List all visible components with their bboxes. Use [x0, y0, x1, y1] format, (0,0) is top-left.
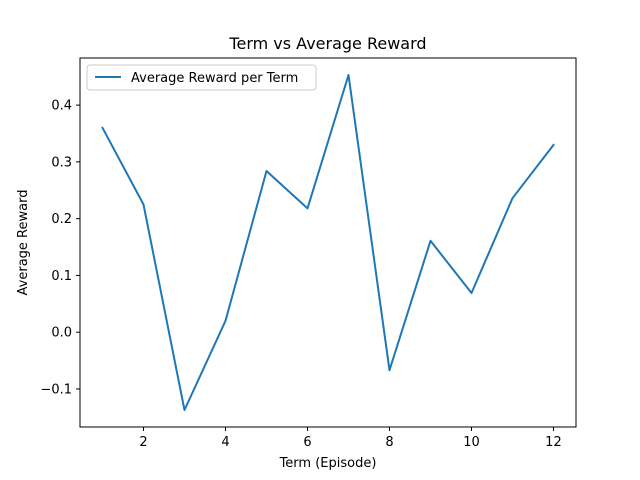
y-tick-label: 0.3	[51, 155, 72, 170]
legend: Average Reward per Term	[86, 64, 317, 91]
y-axis-ticks: −0.1 0.0 0.1 0.2 0.3 0.4	[40, 99, 80, 397]
axes-frame	[79, 57, 577, 428]
x-tick-label: 4	[221, 435, 229, 450]
legend-box	[86, 64, 317, 91]
plot-area	[101, 74, 555, 411]
y-axis-label: Average Reward	[16, 190, 31, 296]
y-tick-label: 0.0	[51, 326, 72, 341]
x-axis-label: Term (Episode)	[279, 456, 377, 471]
y-tick-label: 0.2	[51, 212, 72, 227]
x-tick-label: 10	[463, 435, 480, 450]
y-tick-label: −0.1	[40, 382, 72, 397]
chart-title: Term vs Average Reward	[228, 34, 426, 53]
x-axis-ticks: 2 4 6 8 10 12	[139, 427, 562, 450]
x-tick-label: 6	[303, 435, 311, 450]
legend-label: Average Reward per Term	[131, 71, 298, 86]
x-tick-label: 8	[385, 435, 393, 450]
x-tick-label: 12	[545, 435, 562, 450]
x-tick-label: 2	[139, 435, 147, 450]
y-tick-label: 0.1	[51, 269, 72, 284]
y-tick-label: 0.4	[51, 99, 72, 114]
series-line	[101, 74, 555, 411]
